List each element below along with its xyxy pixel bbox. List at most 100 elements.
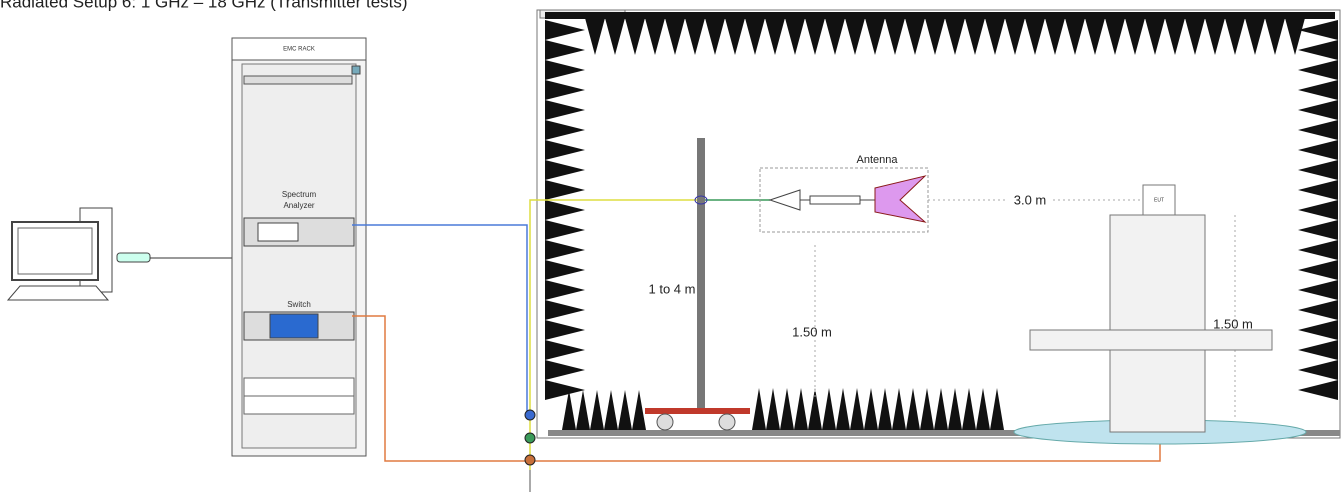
absorber — [545, 300, 585, 320]
computer — [6, 207, 151, 301]
rf-cable — [352, 224, 528, 415]
absorber — [725, 18, 745, 55]
absorber — [685, 18, 705, 55]
absorber — [590, 390, 604, 430]
chamber — [536, 9, 1341, 439]
absorber — [545, 240, 585, 260]
connector — [524, 432, 536, 444]
title: Radiated Setup 6: 1 GHz – 18 GHz (Transm… — [0, 0, 408, 11]
absorber — [645, 18, 665, 55]
absorber — [885, 18, 905, 55]
wheel — [718, 413, 736, 431]
absorber — [625, 18, 645, 55]
antenna-label: Antenna — [857, 154, 899, 166]
absorber — [905, 18, 925, 55]
absorber — [920, 388, 934, 430]
absorber — [545, 220, 585, 240]
absorber — [906, 388, 920, 430]
eut — [1142, 184, 1176, 216]
absorber — [545, 120, 585, 140]
absorber — [765, 18, 785, 55]
absorber — [850, 388, 864, 430]
absorber — [585, 18, 605, 55]
absorber — [990, 388, 1004, 430]
rf-cable — [352, 315, 1161, 462]
absorber — [562, 390, 576, 430]
rf-cable — [529, 199, 697, 470]
absorber — [1298, 300, 1338, 320]
antenna-mast — [697, 138, 705, 410]
absorber — [1065, 18, 1085, 55]
height-label: 1.50 m — [792, 324, 832, 339]
absorber — [925, 18, 945, 55]
absorber — [545, 280, 585, 300]
distance-label: 3.0 m — [1014, 192, 1047, 207]
absorber — [1298, 340, 1338, 360]
eut-label: EUT — [1154, 197, 1164, 203]
floor — [548, 430, 1008, 436]
absorber — [1298, 360, 1338, 380]
analyzer-label: Spectrum — [282, 190, 317, 199]
table — [1029, 329, 1273, 351]
absorber — [892, 388, 906, 430]
absorber — [845, 18, 865, 55]
absorber — [1298, 200, 1338, 220]
connector — [524, 454, 536, 466]
absorber — [545, 40, 585, 60]
absorber — [1225, 18, 1245, 55]
analyzer-label: Analyzer — [283, 201, 314, 210]
absorber — [1298, 120, 1338, 140]
absorber — [605, 18, 625, 55]
absorber — [1125, 18, 1145, 55]
absorber — [1005, 18, 1025, 55]
absorber — [576, 390, 590, 430]
absorber — [1145, 18, 1165, 55]
absorber — [864, 388, 878, 430]
absorber — [545, 200, 585, 220]
absorber — [545, 20, 585, 40]
absorber — [1285, 18, 1305, 55]
absorber — [545, 340, 585, 360]
wheel — [656, 413, 674, 431]
absorber — [705, 18, 725, 55]
rack-label: EMC RACK — [283, 47, 315, 53]
absorber — [1298, 180, 1338, 200]
absorber — [794, 388, 808, 430]
absorber — [604, 390, 618, 430]
absorber — [962, 388, 976, 430]
absorber — [825, 18, 845, 55]
absorber — [545, 360, 585, 380]
absorber — [1298, 100, 1338, 120]
absorber — [836, 388, 850, 430]
mast-clamp — [694, 195, 708, 205]
absorber — [545, 140, 585, 160]
absorber — [965, 18, 985, 55]
absorber — [1298, 160, 1338, 180]
absorber — [545, 100, 585, 120]
mast-label: 1 to 4 m — [649, 281, 696, 296]
rack — [231, 37, 367, 457]
switch-label: Switch — [287, 300, 311, 309]
absorber — [1265, 18, 1285, 55]
absorber — [1298, 140, 1338, 160]
absorber — [1185, 18, 1205, 55]
absorber — [1165, 18, 1185, 55]
absorber — [1298, 280, 1338, 300]
absorber — [745, 18, 765, 55]
absorber — [1298, 60, 1338, 80]
absorber — [976, 388, 990, 430]
absorber — [865, 18, 885, 55]
horn-antenna — [874, 175, 927, 223]
absorber — [808, 388, 822, 430]
absorber — [1105, 18, 1125, 55]
absorber — [1298, 260, 1338, 280]
absorber — [545, 80, 585, 100]
absorber — [1298, 220, 1338, 240]
absorber — [1298, 80, 1338, 100]
absorber — [665, 18, 685, 55]
absorber — [1045, 18, 1065, 55]
absorber — [766, 388, 780, 430]
absorber — [1298, 40, 1338, 60]
absorber — [1298, 380, 1338, 400]
